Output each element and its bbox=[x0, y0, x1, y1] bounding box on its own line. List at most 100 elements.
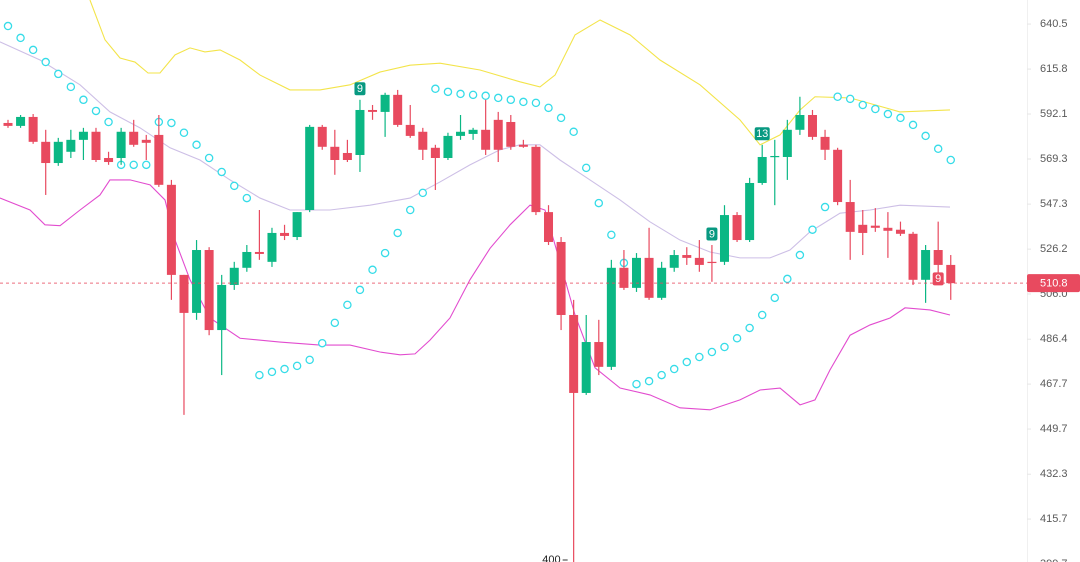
candle-body bbox=[795, 114, 805, 130]
candle-body bbox=[606, 267, 616, 367]
candle-body bbox=[581, 342, 591, 393]
sar-dot bbox=[242, 193, 252, 203]
candle-body bbox=[481, 129, 491, 150]
candle-body bbox=[921, 250, 931, 280]
candle-body bbox=[129, 131, 139, 145]
sar-dot bbox=[142, 160, 151, 170]
candle-body bbox=[242, 251, 252, 268]
sar-dot bbox=[393, 228, 402, 238]
candle-body bbox=[405, 124, 415, 136]
candle-body bbox=[619, 267, 629, 288]
sar-dot bbox=[581, 163, 591, 173]
sar-dot bbox=[91, 106, 101, 116]
td-marker: 9 bbox=[354, 82, 366, 96]
td-marker-label: 9 bbox=[357, 83, 363, 95]
candle-body bbox=[368, 109, 378, 112]
candle-body bbox=[116, 131, 126, 158]
candle-body bbox=[544, 212, 554, 242]
sar-dot bbox=[544, 103, 553, 113]
sar-dot bbox=[833, 92, 842, 102]
candle-body bbox=[305, 126, 315, 210]
y-tick-label: 415.7 bbox=[1040, 513, 1068, 525]
candle-body bbox=[870, 225, 880, 228]
sar-dot bbox=[682, 357, 692, 367]
sar-dot bbox=[204, 153, 214, 163]
sar-dot bbox=[431, 84, 440, 94]
sar-dot bbox=[883, 109, 893, 119]
sar-dot bbox=[607, 230, 616, 240]
sar-dot bbox=[783, 274, 792, 284]
sar-dot bbox=[669, 364, 679, 374]
candle-body bbox=[732, 215, 742, 241]
candle-body bbox=[66, 139, 76, 152]
sar-dot bbox=[54, 69, 63, 79]
sar-dot bbox=[456, 89, 465, 99]
sar-dot bbox=[41, 57, 50, 67]
sar-dot bbox=[368, 265, 377, 275]
candle-body bbox=[280, 232, 290, 236]
td-marker-box bbox=[354, 82, 366, 96]
low-label: 400 bbox=[542, 554, 560, 562]
sar-dot bbox=[292, 361, 302, 371]
candle-body bbox=[204, 250, 214, 331]
td-marker: 9 bbox=[932, 272, 944, 286]
candle-body bbox=[166, 184, 176, 275]
sar-dot bbox=[858, 100, 868, 110]
candle-body bbox=[782, 129, 792, 157]
y-tick-label: 592.1 bbox=[1040, 108, 1068, 120]
candle-body bbox=[456, 131, 466, 136]
sar-dot bbox=[531, 98, 541, 108]
sar-dot bbox=[66, 82, 76, 92]
candle-body bbox=[53, 141, 63, 164]
sar-dot bbox=[795, 250, 805, 260]
candle-body bbox=[556, 241, 566, 315]
candle-body bbox=[380, 94, 390, 112]
sar-dot bbox=[28, 45, 38, 55]
candle-body bbox=[745, 182, 755, 241]
candle-body bbox=[895, 229, 905, 234]
sar-dot bbox=[217, 167, 226, 177]
sar-dot bbox=[16, 33, 25, 43]
sar-dot bbox=[657, 370, 666, 380]
sar-dot bbox=[418, 188, 428, 198]
candle-body bbox=[330, 146, 340, 161]
candle-body bbox=[342, 152, 352, 161]
sar-dot bbox=[569, 127, 578, 137]
y-tick-label: 615.8 bbox=[1040, 63, 1068, 75]
sar-dot bbox=[921, 131, 930, 141]
sar-dot bbox=[519, 97, 528, 107]
candle-body bbox=[531, 146, 541, 213]
band-line bbox=[0, 41, 951, 259]
sar-dot bbox=[493, 93, 503, 103]
band-line bbox=[0, 179, 951, 411]
candle-body bbox=[141, 139, 151, 143]
last-price-tag bbox=[1027, 274, 1080, 293]
sar-dot bbox=[380, 248, 390, 258]
candle-body bbox=[104, 157, 114, 163]
candle-body bbox=[946, 264, 956, 284]
sar-dot bbox=[820, 202, 830, 212]
last-price-label: 510.8 bbox=[1040, 278, 1068, 290]
candle-body bbox=[292, 212, 302, 238]
candle-body bbox=[908, 233, 918, 280]
td-marker-box bbox=[706, 227, 718, 241]
sar-dot bbox=[355, 285, 365, 295]
sar-dot bbox=[255, 370, 264, 380]
candle-body bbox=[833, 149, 843, 203]
td-marker: 13 bbox=[754, 127, 770, 141]
td-marker-box bbox=[754, 127, 770, 141]
sar-dot bbox=[896, 113, 905, 123]
candle-body bbox=[719, 215, 729, 262]
sar-dot bbox=[330, 318, 340, 328]
y-tick-label: 449.7 bbox=[1040, 423, 1068, 435]
td-marker-box bbox=[932, 272, 944, 286]
sar-dot bbox=[343, 300, 352, 310]
candle-body bbox=[883, 227, 893, 231]
sar-dot bbox=[707, 347, 717, 357]
sar-dot bbox=[770, 293, 780, 303]
candle-body bbox=[757, 156, 767, 183]
candle-body bbox=[355, 109, 365, 155]
band-line bbox=[89, 0, 951, 146]
